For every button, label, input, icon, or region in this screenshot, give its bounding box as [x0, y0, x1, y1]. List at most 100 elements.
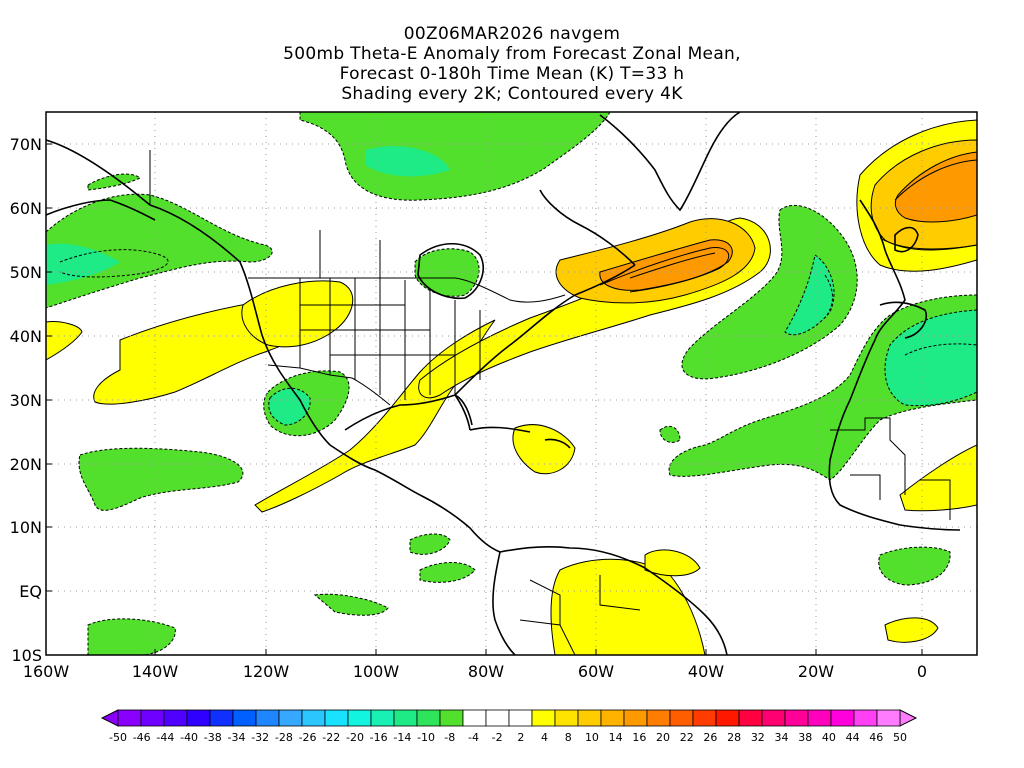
- colorbar-label: 2: [517, 731, 524, 744]
- mid-atlantic-cool-band: [681, 205, 858, 380]
- colorbar-swatch: [807, 709, 832, 727]
- colorbar-label: -46: [133, 731, 151, 744]
- mid-atlantic-small-cool-patch: [659, 425, 681, 443]
- latitude-axis: 70N 60N 50N 40N 30N 20N 10N EQ 10S: [10, 135, 52, 665]
- colorbar-swatch: [577, 709, 602, 727]
- positive-anomaly-shading: [46, 119, 977, 655]
- colorbar-swatch: [347, 709, 372, 727]
- colorbar-swatch: [784, 709, 809, 727]
- latitude-tick-label: 60N: [10, 199, 42, 218]
- greenland-cool-region: [299, 112, 611, 201]
- pacific-contour-dashed: [59, 249, 169, 278]
- colorbar-swatch: [600, 709, 625, 727]
- longitude-tick-label: 20W: [798, 662, 834, 681]
- latitude-tick-label: 50N: [10, 263, 42, 282]
- colorbar-label: -14: [393, 731, 411, 744]
- colorbar-swatch: [232, 709, 257, 727]
- colorbar-label: 26: [703, 731, 717, 744]
- colorbar-label: -32: [251, 731, 269, 744]
- colorbar-label: 8: [565, 731, 572, 744]
- colorbar-label: -28: [275, 731, 293, 744]
- colorbar-swatch: [278, 709, 303, 727]
- title-line-3: Forecast 0-180h Time Mean (K) T=33 h: [339, 64, 685, 84]
- longitude-tick-label: 0: [917, 662, 927, 681]
- florida: [454, 394, 471, 431]
- colorbar-swatch: [738, 709, 763, 727]
- colorbar-swatch: [140, 709, 165, 727]
- colorbar-label: -16: [370, 731, 388, 744]
- mid-atlantic-cooler-core: [784, 254, 835, 336]
- west-africa-cool-patch: [878, 546, 951, 586]
- colorbar-label: -10: [417, 731, 435, 744]
- colorbar-swatch: [554, 709, 579, 727]
- colorbar-swatch: [324, 709, 349, 727]
- europe-coast: [859, 199, 906, 341]
- canada-east-coast: [539, 189, 636, 266]
- greenland-coast: [599, 112, 741, 212]
- south-pacific-cool-patch-2: [313, 593, 389, 616]
- central-america-cool-patch: [409, 533, 451, 555]
- colorbar-swatch: [853, 709, 878, 727]
- colorbar-label: 20: [656, 731, 670, 744]
- gulf-coast: [344, 394, 473, 431]
- north-pacific-cool-region: [46, 193, 273, 309]
- colorbar-label: -40: [180, 731, 198, 744]
- north-atlantic-strong-core: [599, 239, 733, 291]
- north-america-west-coast: [46, 139, 331, 446]
- longitude-axis: 160W 140W 120W 100W 80W 60W 40W 20W 0: [23, 649, 927, 681]
- colorbar-label: 46: [869, 731, 883, 744]
- colorbar-label: 50: [893, 731, 907, 744]
- colorbar-swatch: [370, 709, 395, 727]
- colorbar-label: 4: [541, 731, 548, 744]
- us-state-lines: [299, 278, 481, 400]
- africa-west-coast: [828, 339, 961, 531]
- colorbar-label: -8: [444, 731, 455, 744]
- colorbar-label: 38: [798, 731, 812, 744]
- colorbar-label: 16: [632, 731, 646, 744]
- south-america-north-coast: [499, 546, 728, 655]
- europe-strong-core: [894, 151, 977, 223]
- canada-provinces: [149, 150, 381, 278]
- colorbar-swatch: [646, 709, 671, 727]
- colorbar-label: -38: [204, 731, 222, 744]
- colorbar-swatch: [255, 709, 280, 727]
- europe-contour-1: [894, 159, 977, 201]
- coastlines: [46, 112, 961, 655]
- latitude-tick-label: 30N: [10, 391, 42, 410]
- colorbar-label: -22: [322, 731, 340, 744]
- colorbar-swatch: [163, 709, 188, 727]
- alaska-coast: [46, 199, 156, 221]
- colorbar-swatch: [623, 709, 648, 727]
- colorbar-swatch: [186, 709, 211, 727]
- south-atlantic-warm-patch: [884, 617, 939, 643]
- colorbar: -50 -46 -44 -40 -38 -34 -32 -28 -26 -22 -20 -16 -14-…: [100, 709, 918, 744]
- colorbar-swatch: [393, 709, 418, 727]
- atlantic-contour-1: [599, 247, 730, 293]
- us-canada-border: [248, 277, 566, 303]
- baja-cooler-core: [268, 387, 311, 426]
- colorbar-swatch: [209, 709, 234, 727]
- longitude-tick-label: 160W: [23, 662, 70, 681]
- colorbar-swatch: [462, 709, 487, 727]
- title-line-2: 500mb Theta-E Anomaly from Forecast Zona…: [283, 44, 741, 64]
- map-plot-area: [46, 112, 977, 655]
- title-line-1: 00Z06MAR2026 navgem: [403, 24, 621, 44]
- far-west-warm-strip: [46, 321, 83, 361]
- colorbar-swatch: [485, 709, 510, 727]
- us-mexico-border: [267, 364, 391, 406]
- colorbar-swatch: [531, 709, 556, 727]
- latitude-tick-label: 20N: [10, 455, 42, 474]
- map-background: [46, 112, 977, 655]
- colorbar-label: 34: [775, 731, 789, 744]
- colorbar-label: 32: [751, 731, 765, 744]
- central-america-coast: [419, 494, 501, 553]
- colorbar-label: -2: [492, 731, 503, 744]
- us-east-coast: [454, 264, 636, 396]
- political-boundaries: [149, 150, 951, 655]
- south-america-borders: [519, 575, 641, 655]
- latitude-tick-label: 40N: [10, 327, 42, 346]
- colorbar-swatch: [301, 709, 326, 727]
- colorbar-swatch: [715, 709, 740, 727]
- latitude-tick-label: EQ: [19, 582, 42, 601]
